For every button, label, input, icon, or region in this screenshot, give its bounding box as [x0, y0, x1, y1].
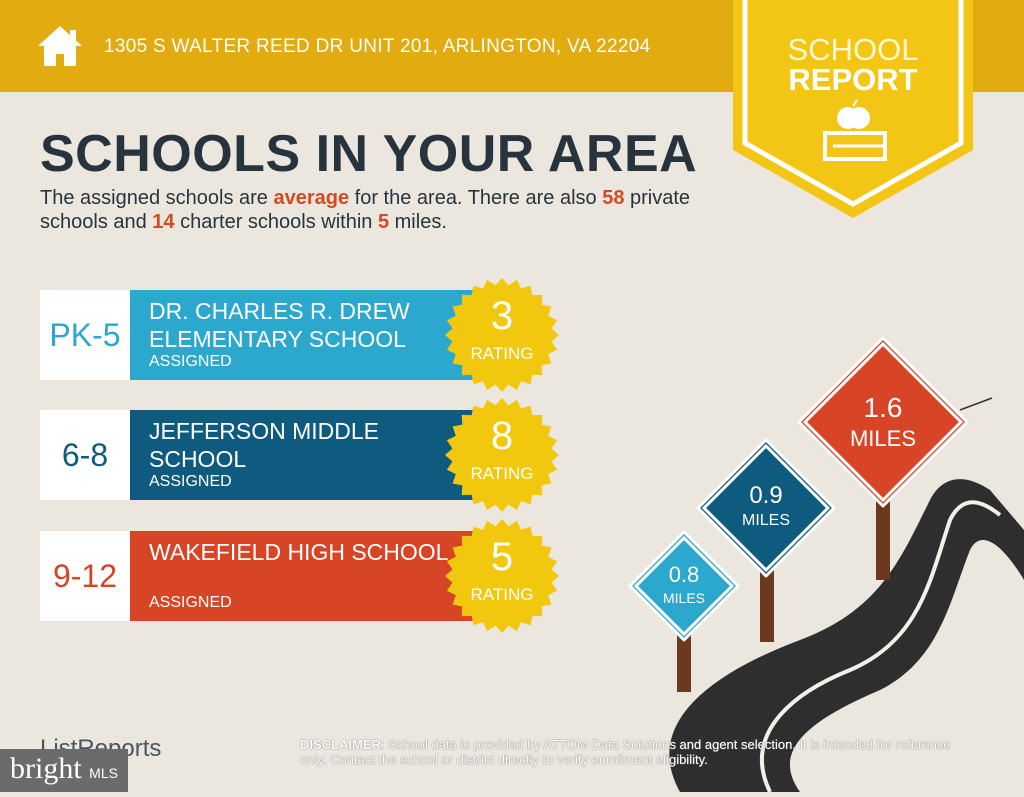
sign-unit: MILES [662, 590, 705, 606]
rating-value: 3 [490, 294, 514, 338]
summary-text: The assigned schools are average for the… [40, 187, 691, 233]
sign-distance: 1.6 [863, 392, 903, 423]
school-row: PK-5 DR. CHARLES R. DREW ELEMENTARY SCHO… [40, 278, 560, 392]
page-title: SCHOOLS IN YOUR AREA [40, 125, 698, 183]
school-info: WAKEFIELD HIGH SCHOOL ASSIGNED [130, 531, 480, 621]
school-name: DR. CHARLES R. DREW ELEMENTARY SCHOOL [149, 298, 410, 352]
school-status: ASSIGNED [149, 353, 232, 370]
apple-books-icon [823, 99, 887, 161]
school-status: ASSIGNED [149, 594, 232, 611]
school-name: WAKEFIELD HIGH SCHOOL [149, 539, 449, 565]
school-info: JEFFERSON MIDDLE SCHOOL ASSIGNED [130, 410, 480, 500]
property-address: 1305 S WALTER REED DR UNIT 201, ARLINGTO… [104, 36, 651, 57]
grade-range: 9-12 [40, 531, 130, 621]
distance-sign: 0.8 MILES [628, 530, 740, 642]
badge-line2: REPORT [788, 62, 918, 97]
sign-unit: MILES [741, 512, 790, 529]
sign-distance: 0.8 [668, 562, 700, 587]
distance-sign: 0.9 MILES [696, 438, 836, 578]
school-report-badge: SCHOOL REPORT [733, 0, 973, 225]
grade-range: 6-8 [40, 410, 130, 500]
school-info: DR. CHARLES R. DREW ELEMENTARY SCHOOL ASS… [130, 290, 480, 380]
school-row: 6-8 JEFFERSON MIDDLE SCHOOL ASSIGNED 8 RAT… [40, 398, 560, 512]
school-status: ASSIGNED [149, 473, 232, 490]
rating-value: 8 [490, 414, 514, 458]
rating-value: 5 [490, 535, 514, 579]
school-name: JEFFERSON MIDDLE SCHOOL [149, 418, 380, 472]
rating-label: RATING [470, 464, 534, 483]
sign-unit: MILES [849, 426, 917, 451]
grade-range: PK-5 [40, 290, 130, 380]
rating-label: RATING [470, 344, 534, 363]
distance-sign: 1.6 MILES [797, 336, 969, 508]
school-row: 9-12 WAKEFIELD HIGH SCHOOL ASSIGNED 5 RATI… [40, 519, 560, 633]
disclaimer: DISCLAIMER: School data is provided by A… [300, 737, 951, 767]
rating-seal: 8 RATING [445, 398, 559, 512]
rating-label: RATING [470, 585, 534, 604]
road-illustration [600, 300, 1024, 797]
bright-mls-watermark: bright MLS [0, 749, 128, 792]
rating-seal: 3 RATING [445, 278, 559, 392]
home-icon [38, 26, 82, 66]
rating-seal: 5 RATING [445, 519, 559, 633]
badge-line1: SCHOOL [787, 32, 919, 67]
sign-distance: 0.9 [749, 482, 783, 509]
